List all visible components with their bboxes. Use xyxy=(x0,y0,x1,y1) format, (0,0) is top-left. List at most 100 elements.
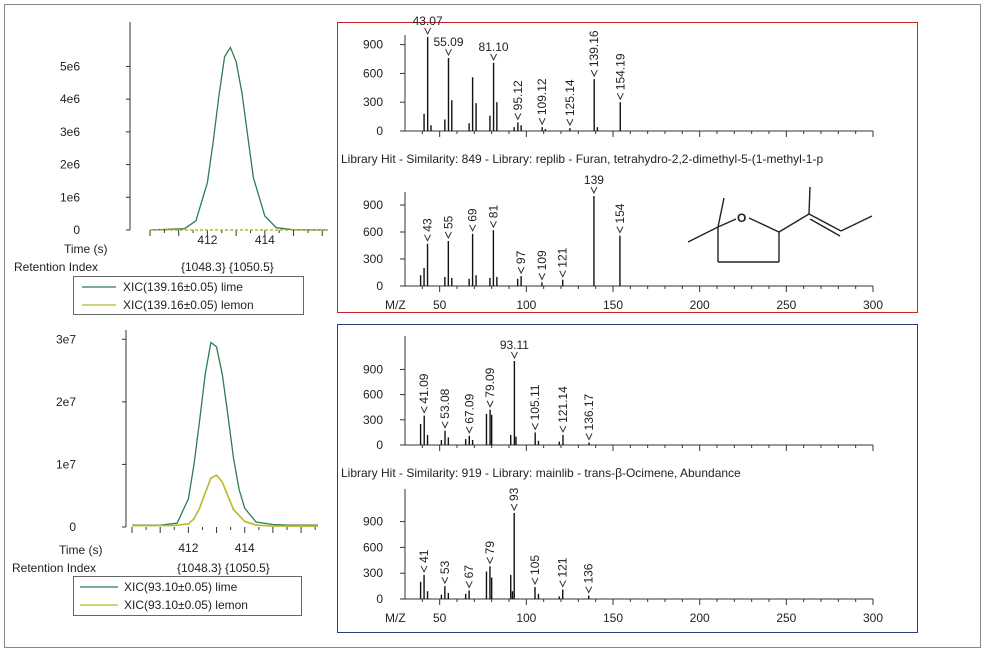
y-tick-label: 300 xyxy=(363,95,383,109)
x-tick-label: 412 xyxy=(197,233,217,247)
y-tick-label: 5e6 xyxy=(60,59,80,73)
peak-label: 93 xyxy=(507,487,521,501)
x-axis-label: Time (s) xyxy=(59,543,103,557)
bond xyxy=(717,218,737,228)
peak-marker xyxy=(465,426,473,434)
x-tick-label: 300 xyxy=(863,298,883,312)
peak-marker xyxy=(441,576,449,585)
legend-entry-lemon: XIC(93.10±0.05) lemon xyxy=(124,598,248,612)
bond xyxy=(748,217,780,233)
peak-marker xyxy=(424,27,432,36)
peak-label: 53 xyxy=(438,560,452,574)
peak-marker xyxy=(590,186,598,195)
peak-label: 55.09 xyxy=(433,35,463,49)
xic-chart-bottom: 0 1e7 2e7 3e7 412 414 Time (s) Retention Inde… xyxy=(12,330,318,616)
y-tick-label: 0 xyxy=(69,520,76,534)
peak-label: 139 xyxy=(584,173,604,187)
y-tick-label: 3e7 xyxy=(56,332,76,346)
y-tick-label: 600 xyxy=(363,225,383,239)
x-tick-label: 100 xyxy=(516,298,536,312)
legend-entry-lime: XIC(139.16±0.05) lime xyxy=(123,280,243,294)
legend-entry-lime: XIC(93.10±0.05) lime xyxy=(124,580,238,594)
x-tick-label: 250 xyxy=(776,298,796,312)
spectrum-frame-bottom xyxy=(337,324,918,633)
x-tick-label: 50 xyxy=(433,611,447,625)
y-tick-label: 1e6 xyxy=(60,190,80,204)
peak-label: 81 xyxy=(486,205,500,219)
peak-marker xyxy=(538,117,546,126)
peak-label: 121 xyxy=(556,247,570,267)
y-tick-label: 600 xyxy=(363,540,383,554)
y-tick-label: 0 xyxy=(376,438,383,452)
y-tick-label: 300 xyxy=(363,252,383,266)
peak-marker xyxy=(585,433,593,441)
x-tick-label: 150 xyxy=(603,298,623,312)
peak-marker xyxy=(616,92,624,101)
series-line-lemon xyxy=(131,474,318,527)
oxygen-atom-label: O xyxy=(737,211,746,225)
peak-marker xyxy=(465,581,473,589)
peak-label: 109 xyxy=(535,250,549,270)
bond xyxy=(687,226,719,243)
y-tick-label: 0 xyxy=(376,124,383,138)
bond xyxy=(808,186,811,215)
spectrum-library-bottom: 0 300 600 900 50 100 150 200 250 300 M/Z 41 53 67 79 93… xyxy=(363,487,883,625)
peak-label: 154.19 xyxy=(613,53,627,90)
peak-label: 121.14 xyxy=(556,386,570,423)
peak-marker xyxy=(514,113,522,121)
x-tick-label: 200 xyxy=(690,298,710,312)
peak-marker xyxy=(566,118,574,127)
peak-label: 136 xyxy=(582,563,596,583)
library-hit-title-top: Library Hit - Similarity: 849 - Library:… xyxy=(341,152,823,166)
bond xyxy=(778,213,810,233)
peak-marker xyxy=(510,351,518,360)
peak-label: 81.10 xyxy=(479,40,509,54)
y-tick-label: 0 xyxy=(376,279,383,293)
peak-label: 67.09 xyxy=(462,393,476,423)
peak-marker xyxy=(531,423,539,431)
peak-label: 109.12 xyxy=(535,78,549,115)
peak-label: 43.07 xyxy=(413,14,443,28)
retention-index-label: Retention Index xyxy=(14,260,98,274)
peak-label: 41.09 xyxy=(417,373,431,403)
chemical-structure xyxy=(687,186,873,263)
peak-label: 125.14 xyxy=(563,79,577,116)
peak-marker xyxy=(559,580,567,588)
legend-box xyxy=(73,276,304,315)
series-line-lime xyxy=(132,341,318,526)
bond xyxy=(809,218,841,237)
peak-label: 97 xyxy=(514,250,528,264)
library-hit-title-bottom: Library Hit - Similarity: 919 - Library:… xyxy=(341,466,741,480)
y-tick-label: 300 xyxy=(363,566,383,580)
legend-entry-lemon: XIC(139.16±0.05) lemon xyxy=(123,298,254,312)
peak-marker xyxy=(444,231,452,240)
y-tick-label: 900 xyxy=(363,198,383,212)
peak-label: 79 xyxy=(483,541,497,555)
peak-marker xyxy=(424,234,431,242)
x-axis-label: M/Z xyxy=(385,298,406,312)
x-tick-label: 200 xyxy=(690,611,710,625)
peak-marker xyxy=(486,557,494,565)
x-tick-label: 50 xyxy=(433,298,447,312)
retention-index-values: {1048.3} {1050.5} xyxy=(181,260,274,274)
x-tick-label: 414 xyxy=(235,541,255,555)
retention-index-label: Retention Index xyxy=(12,561,96,575)
peak-marker xyxy=(616,226,624,234)
peak-label: 93.11 xyxy=(500,338,529,352)
x-tick-label: 412 xyxy=(178,541,198,555)
bond xyxy=(840,215,873,232)
x-tick-label: 300 xyxy=(863,611,883,625)
peak-label: 95.12 xyxy=(511,80,525,110)
y-tick-label: 2e7 xyxy=(56,395,76,409)
peak-label: 55 xyxy=(441,215,455,229)
peak-marker xyxy=(590,69,598,78)
x-tick-label: 100 xyxy=(516,611,536,625)
x-axis-label: M/Z xyxy=(385,611,406,625)
peak-marker xyxy=(420,406,428,414)
peak-marker xyxy=(585,586,593,594)
peak-label: 105.11 xyxy=(528,384,542,420)
x-tick-label: 414 xyxy=(255,233,275,247)
peak-marker xyxy=(490,53,498,61)
peak-label: 136.17 xyxy=(582,393,596,430)
legend-box xyxy=(73,576,302,616)
